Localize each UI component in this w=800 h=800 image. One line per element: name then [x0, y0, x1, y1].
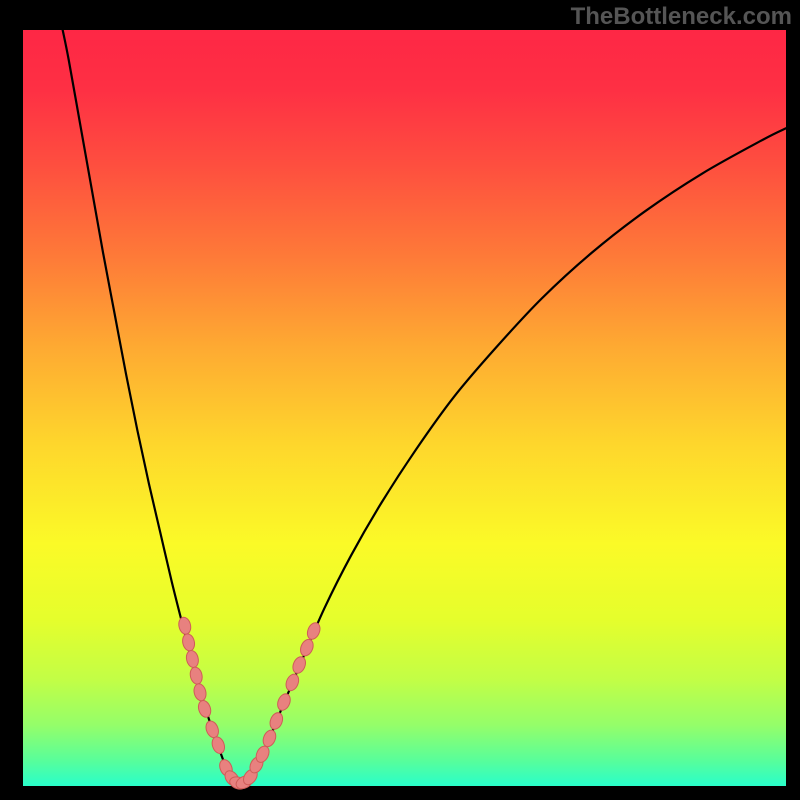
curve-marker [298, 637, 315, 657]
watermark-text: TheBottleneck.com [571, 3, 792, 31]
chart-stage: TheBottleneck.com [0, 0, 800, 800]
curve-marker [181, 633, 196, 652]
chart-svg [0, 0, 800, 800]
curve-marker [305, 621, 322, 641]
curve-marker [261, 728, 278, 748]
curve-marker [210, 735, 227, 755]
curve-marker [275, 692, 292, 712]
curve-marker [291, 655, 308, 675]
curve-marker [185, 649, 200, 668]
curve-marker [268, 711, 285, 731]
markers-group [177, 616, 322, 791]
curve-marker [177, 616, 192, 635]
curve-marker [189, 666, 204, 685]
bottleneck-curve [63, 30, 786, 785]
curve-marker [196, 699, 212, 719]
curve-marker [204, 719, 221, 739]
curve-marker [284, 672, 301, 692]
curve-marker [192, 683, 207, 703]
